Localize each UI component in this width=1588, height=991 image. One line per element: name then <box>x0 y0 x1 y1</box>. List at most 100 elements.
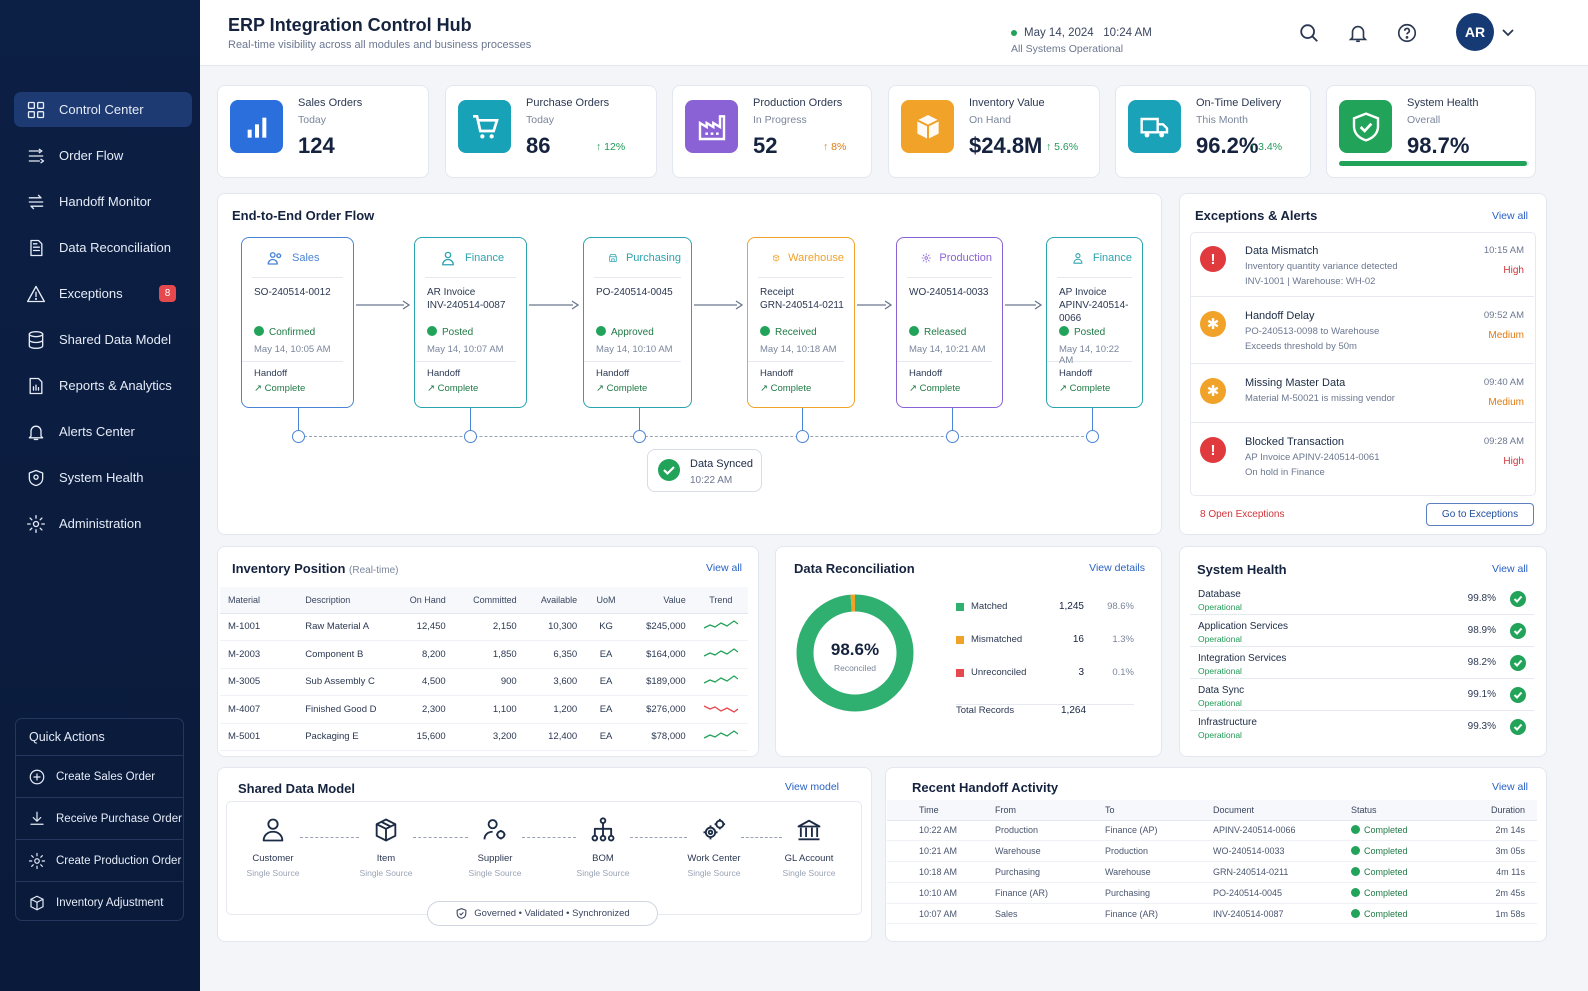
kpi-label: Purchase Orders <box>526 97 610 109</box>
inventory-column-header[interactable]: Trend <box>693 587 748 614</box>
exception-item[interactable]: ✱ Missing Master Data Material M-50021 is … <box>1190 364 1534 423</box>
sidebar-item-handoff-monitor[interactable]: Handoff Monitor <box>14 184 192 219</box>
kpi-card-system-health[interactable]: System Health Overall 98.7% <box>1326 85 1536 178</box>
inventory-column-header[interactable]: Material <box>220 587 298 614</box>
exception-item[interactable]: ! Blocked Transaction AP Invoice APINV-240… <box>1190 423 1534 491</box>
table-row[interactable]: M-3005 Sub Assembly C 4,500 900 3,600 EA $189,… <box>220 668 748 696</box>
quick-action-receive-purchase-order[interactable]: Receive Purchase Order <box>16 798 183 840</box>
flow-step-purchasing[interactable]: Purchasing PO-240514-0045 Approved May 14, … <box>583 237 692 408</box>
donut-slice-mismatched[interactable] <box>796 594 914 712</box>
service-status: Operational <box>1198 730 1242 740</box>
table-row[interactable]: 10:07 AM Sales Finance (AR) INV-240514-0087… <box>887 903 1537 925</box>
sparkline-up-icon <box>703 620 739 629</box>
sidebar-item-administration[interactable]: Administration <box>14 506 192 541</box>
chevron-down-icon[interactable] <box>1502 28 1514 38</box>
flow-step-warehouse[interactable]: Warehouse Receipt GRN-240514-0211 Received M… <box>747 237 855 408</box>
go-to-exceptions-button[interactable]: Go to Exceptions <box>1426 503 1534 526</box>
flow-step-finance[interactable]: Finance AP Invoice APINV-240514-0066 Posted… <box>1046 237 1143 408</box>
sidebar-item-alerts-center[interactable]: Alerts Center <box>14 414 192 449</box>
system-health-view-all-link[interactable]: View all <box>1492 563 1528 575</box>
handoff-column-header[interactable]: Status <box>1343 800 1457 821</box>
entity-customer[interactable]: Customer Single Source <box>228 816 318 878</box>
entity-connector <box>741 837 782 838</box>
table-row[interactable]: 10:18 AM Purchasing Warehouse GRN-240514-02… <box>887 861 1537 883</box>
kpi-card-on-time-delivery[interactable]: On-Time Delivery This Month 96.2% ↑ 3.4% <box>1115 85 1311 178</box>
status-cell: Completed <box>1343 840 1457 863</box>
entity-work-center[interactable]: Work Center Single Source <box>669 816 759 878</box>
sidebar-item-control-center[interactable]: Control Center <box>14 92 192 127</box>
sidebar-item-data-reconciliation[interactable]: Data Reconciliation <box>14 230 192 265</box>
table-row[interactable]: M-1001 Raw Material A 12,450 2,150 10,300 KG $… <box>220 613 748 641</box>
handoff-column-header[interactable]: Duration <box>1457 800 1537 821</box>
inventory-column-header[interactable]: Available <box>524 587 586 614</box>
flow-step-time: May 14, 10:05 AM <box>242 338 343 362</box>
inventory-column-header[interactable]: On Hand <box>401 587 454 614</box>
flow-handoff-status: ↗ Complete <box>1059 383 1111 394</box>
flow-step-production[interactable]: Production WO-240514-0033 Released May 14, … <box>896 237 1003 408</box>
handoff-column-header[interactable]: From <box>987 800 1097 821</box>
reconciliation-panel: Data Reconciliation View details 98.6% R… <box>775 546 1162 757</box>
avatar[interactable]: AR <box>1456 13 1494 51</box>
system-health-row[interactable]: Database Operational 99.8% <box>1190 584 1534 615</box>
check-icon <box>254 326 264 336</box>
view-model-link[interactable]: View model <box>784 781 839 793</box>
search-icon[interactable] <box>1298 22 1320 44</box>
sidebar-item-order-flow[interactable]: Order Flow <box>14 138 192 173</box>
help-icon[interactable] <box>1396 22 1418 44</box>
table-row[interactable]: 10:22 AM Production Finance (AP) APINV-2405… <box>887 820 1537 842</box>
quick-action-create-sales-order[interactable]: Create Sales Order <box>16 756 183 798</box>
table-row[interactable]: 10:21 AM Warehouse Production WO-240514-003… <box>887 840 1537 863</box>
flow-step-finance[interactable]: Finance AR Invoice INV-240514-0087 Posted Ma… <box>414 237 527 408</box>
flow-step-header: Finance <box>425 238 516 278</box>
entity-item[interactable]: Item Single Source <box>341 816 431 878</box>
kpi-card-purchase-orders[interactable]: Purchase Orders Today 86 ↑ 12% <box>445 85 657 178</box>
table-row[interactable]: M-5001 Packaging E 15,600 3,200 12,400 EA $78,… <box>220 723 748 751</box>
sidebar-item-system-health[interactable]: System Health <box>14 460 192 495</box>
system-health-row[interactable]: Integration Services Operational 98.2% <box>1190 648 1534 679</box>
exception-item[interactable]: ! Data Mismatch Inventory quantity varianc… <box>1190 232 1534 297</box>
flow-handoff-status: ↗ Complete <box>596 383 648 394</box>
flow-handoff-status: ↗ Complete <box>760 383 812 394</box>
inventory-cell: KG <box>585 613 627 641</box>
exceptions-view-all-link[interactable]: View all <box>1492 210 1528 222</box>
table-row[interactable]: 10:10 AM Finance (AR) Purchasing PO-240514-… <box>887 882 1537 904</box>
handoff-column-header[interactable]: Time <box>887 800 987 821</box>
flow-handoff-label: Handoff <box>596 368 630 379</box>
sidebar-item-shared-data-model[interactable]: Shared Data Model <box>14 322 192 357</box>
legend-percent: 1.3% <box>1112 634 1134 645</box>
table-row[interactable]: M-2003 Component B 8,200 1,850 6,350 EA $164,0… <box>220 640 748 669</box>
inventory-column-header[interactable]: Value <box>626 587 694 614</box>
handoff-column-header[interactable]: Document <box>1205 800 1343 821</box>
system-health-row[interactable]: Infrastructure Operational 99.3% <box>1190 712 1534 743</box>
system-health-row[interactable]: Data Sync Operational 99.1% <box>1190 680 1534 711</box>
exception-item[interactable]: ✱ Handoff Delay PO-240513-0098 to Warehous… <box>1190 297 1534 364</box>
trend-cell <box>693 723 748 751</box>
entity-gl-account[interactable]: GL Account Single Source <box>764 816 854 878</box>
inventory-column-header[interactable]: UoM <box>585 587 627 614</box>
entity-bom[interactable]: BOM Single Source <box>558 816 648 878</box>
quick-action-create-production-order[interactable]: Create Production Order <box>16 840 183 882</box>
bell-icon[interactable] <box>1347 22 1369 44</box>
inventory-column-header[interactable]: Description <box>297 587 402 614</box>
handoff-column-header[interactable]: To <box>1097 800 1205 821</box>
kpi-card-production-orders[interactable]: Production Orders In Progress 52 ↑ 8% <box>672 85 872 178</box>
kpi-sublabel: In Progress <box>753 114 807 126</box>
reconciliation-view-details-link[interactable]: View details <box>1089 562 1145 574</box>
table-row[interactable]: M-4007 Finished Good D 2,300 1,100 1,200 EA $2… <box>220 695 748 724</box>
inventory-column-header[interactable]: Committed <box>453 587 525 614</box>
status-cell: Completed <box>1343 820 1457 842</box>
handoff-view-all-link[interactable]: View all <box>1492 781 1528 793</box>
flow-doc-line2: GRN-240514-0211 <box>760 300 844 311</box>
sidebar-item-exceptions[interactable]: Exceptions 8 <box>14 276 192 311</box>
sidebar-item-label: Control Center <box>59 102 144 117</box>
service-status: Operational <box>1198 666 1242 676</box>
kpi-card-inventory-value[interactable]: Inventory Value On Hand $24.8M ↑ 5.6% <box>888 85 1100 178</box>
sidebar-item-reports-analytics[interactable]: Reports & Analytics <box>14 368 192 403</box>
system-health-row[interactable]: Application Services Operational 98.9% <box>1190 616 1534 647</box>
entity-supplier[interactable]: Supplier Single Source <box>450 816 540 878</box>
inventory-cell: M-1001 <box>220 613 298 641</box>
flow-step-sales[interactable]: Sales SO-240514-0012 Confirmed May 14, 10:0… <box>241 237 354 408</box>
inventory-view-all-link[interactable]: View all <box>706 562 742 574</box>
quick-action-inventory-adjustment[interactable]: Inventory Adjustment <box>16 882 183 924</box>
